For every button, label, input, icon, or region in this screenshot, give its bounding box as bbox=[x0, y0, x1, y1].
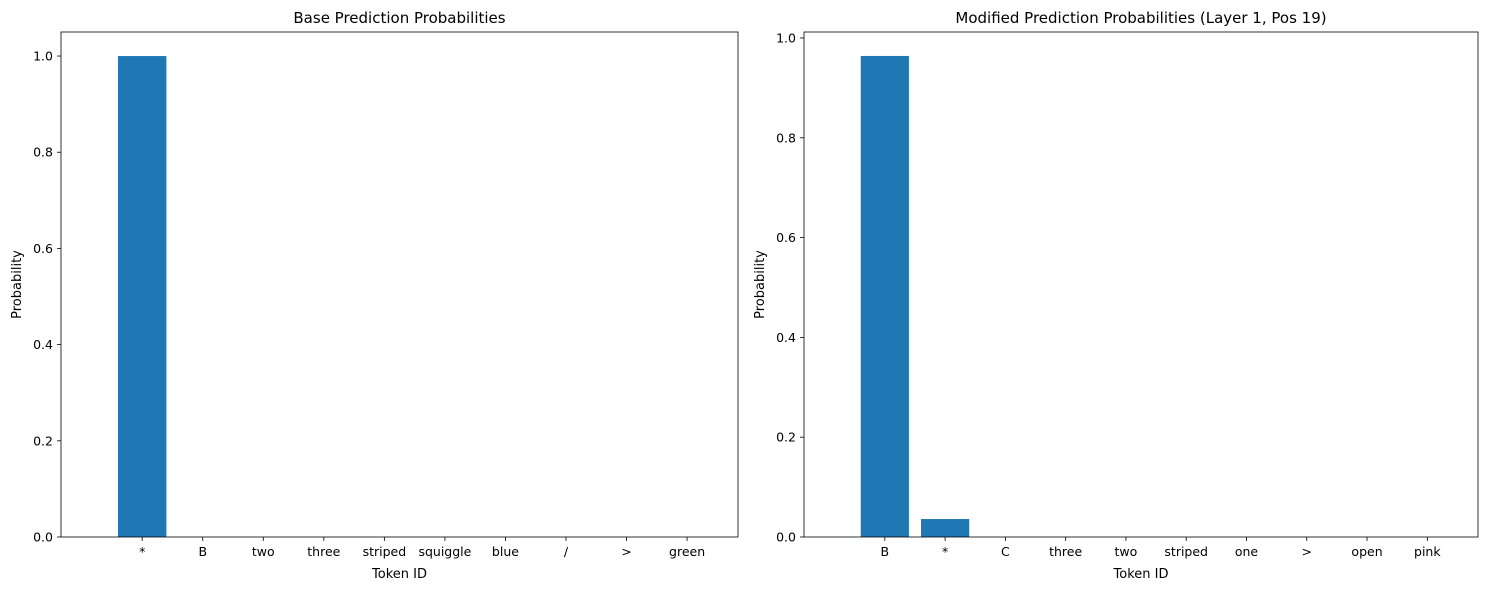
y-tick-label: 1.0 bbox=[776, 30, 796, 45]
x-tick-label: * bbox=[139, 544, 145, 559]
x-tick-label: B bbox=[881, 544, 890, 559]
x-tick-label: / bbox=[564, 544, 569, 559]
x-tick-label: two bbox=[1115, 544, 1138, 559]
x-tick-label: B bbox=[198, 544, 207, 559]
x-tick-label: pink bbox=[1414, 544, 1441, 559]
x-tick-label: C bbox=[1001, 544, 1010, 559]
x-tick-label: three bbox=[1049, 544, 1082, 559]
x-tick-label: two bbox=[252, 544, 275, 559]
y-tick-label: 1.0 bbox=[33, 49, 53, 64]
y-tick-label: 0.6 bbox=[33, 241, 53, 256]
chart-title: Base Prediction Probabilities bbox=[293, 9, 505, 27]
x-tick-label: green bbox=[669, 544, 705, 559]
chart-title: Modified Prediction Probabilities (Layer… bbox=[955, 9, 1326, 27]
y-tick-label: 0.2 bbox=[776, 430, 796, 445]
y-tick-label: 0.0 bbox=[33, 530, 53, 545]
y-tick-label: 0.6 bbox=[776, 230, 796, 245]
x-tick-label: striped bbox=[363, 544, 407, 559]
x-tick-label: squiggle bbox=[418, 544, 471, 559]
x-tick-label: one bbox=[1235, 544, 1259, 559]
y-tick-label: 0.8 bbox=[776, 130, 796, 145]
y-axis-label: Probability bbox=[10, 250, 25, 319]
bar-0 bbox=[117, 56, 167, 538]
plot-frame bbox=[803, 31, 1479, 538]
x-tick-label: * bbox=[942, 544, 948, 559]
x-tick-label: blue bbox=[492, 544, 519, 559]
x-axis-label: Token ID bbox=[1113, 567, 1169, 582]
x-tick-label: open bbox=[1351, 544, 1382, 559]
bar-0 bbox=[860, 55, 909, 537]
bar-1 bbox=[920, 519, 970, 537]
x-tick-label: striped bbox=[1164, 544, 1208, 559]
y-tick-label: 0.8 bbox=[33, 145, 53, 160]
y-tick-label: 0.2 bbox=[33, 433, 53, 448]
x-axis-label: Token ID bbox=[371, 567, 427, 582]
plot-frame bbox=[60, 31, 739, 538]
y-tick-label: 0.4 bbox=[33, 337, 53, 352]
x-tick-label: > bbox=[621, 544, 631, 559]
modified-prediction-chart: Modified Prediction Probabilities (Layer… bbox=[753, 9, 1479, 582]
x-tick-label: three bbox=[307, 544, 340, 559]
base-prediction-chart: Base Prediction Probabilities Token ID P… bbox=[10, 9, 739, 582]
x-tick-label: > bbox=[1302, 544, 1312, 559]
y-tick-label: 0.0 bbox=[776, 530, 796, 545]
y-axis-label: Probability bbox=[753, 250, 768, 319]
y-tick-label: 0.4 bbox=[776, 330, 796, 345]
